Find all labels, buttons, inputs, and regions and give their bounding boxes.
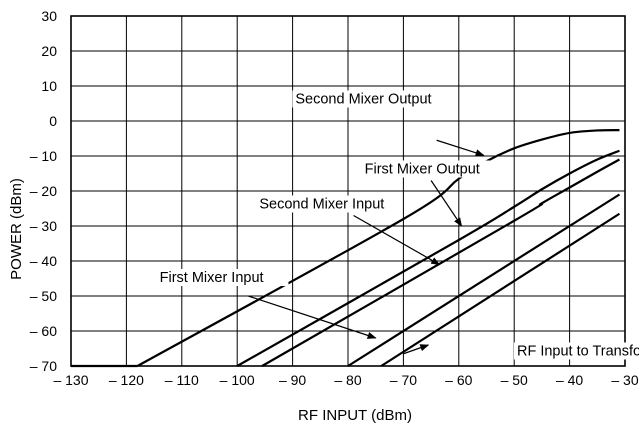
annotation-first-mixer-output: First Mixer Output — [365, 162, 480, 178]
annotation-second-mixer-output: Second Mixer Output — [295, 92, 431, 108]
x-tick-label: – 40 — [556, 372, 583, 388]
x-tick-label: – 80 — [334, 372, 361, 388]
y-tick-label: – 20 — [30, 183, 57, 199]
annotation-arrow-second-mixer-output — [437, 140, 484, 155]
x-tick-label: – 70 — [390, 372, 417, 388]
annotation-arrow-first-mixer-output — [431, 181, 461, 227]
y-tick-label: 30 — [41, 8, 57, 24]
y-tick-label: 10 — [41, 78, 57, 94]
x-tick-label: – 110 — [165, 372, 199, 388]
annotations-group: Second Mixer Output First Mixer Output Sec… — [157, 91, 639, 360]
x-tick-label: – 90 — [279, 372, 306, 388]
annotation-rf-input-to-transformer: RF Input to Transformer — [517, 344, 639, 360]
x-tick-label: – 100 — [220, 372, 255, 388]
y-tick-label: – 50 — [30, 288, 57, 304]
y-tick-label: 0 — [49, 113, 57, 129]
grid — [71, 16, 625, 366]
y-tick-label: – 30 — [30, 218, 57, 234]
y-tick-label: – 70 — [30, 358, 57, 374]
x-tick-label: – 50 — [501, 372, 528, 388]
x-tick-label: – 60 — [445, 372, 472, 388]
y-tick-label: – 40 — [30, 253, 57, 269]
series-line-second-mixer-input — [262, 160, 619, 367]
annotation-first-mixer-input: First Mixer Input — [160, 270, 264, 286]
x-tick-label: – 120 — [109, 372, 144, 388]
annotation-arrow-first-mixer-input — [248, 296, 375, 338]
y-tick-label: – 10 — [30, 148, 57, 164]
y-tick-labels: 30 20 10 0 – 10 – 20 – 30 – 40 – 50 – 60 – 70 — [30, 8, 57, 374]
x-tick-label: – 130 — [53, 372, 88, 388]
y-tick-label: – 60 — [30, 323, 57, 339]
y-axis-label: POWER (dBm) — [8, 178, 25, 280]
x-axis-label: RF INPUT (dBm) — [298, 407, 412, 424]
x-tick-labels: – 130 – 120 – 110 – 100 – 90 – 80 – 70 – 60 – 50… — [53, 372, 638, 388]
annotation-second-mixer-input: Second Mixer Input — [259, 197, 384, 213]
x-tick-label: – 30 — [611, 372, 638, 388]
y-tick-label: 20 — [41, 43, 57, 59]
